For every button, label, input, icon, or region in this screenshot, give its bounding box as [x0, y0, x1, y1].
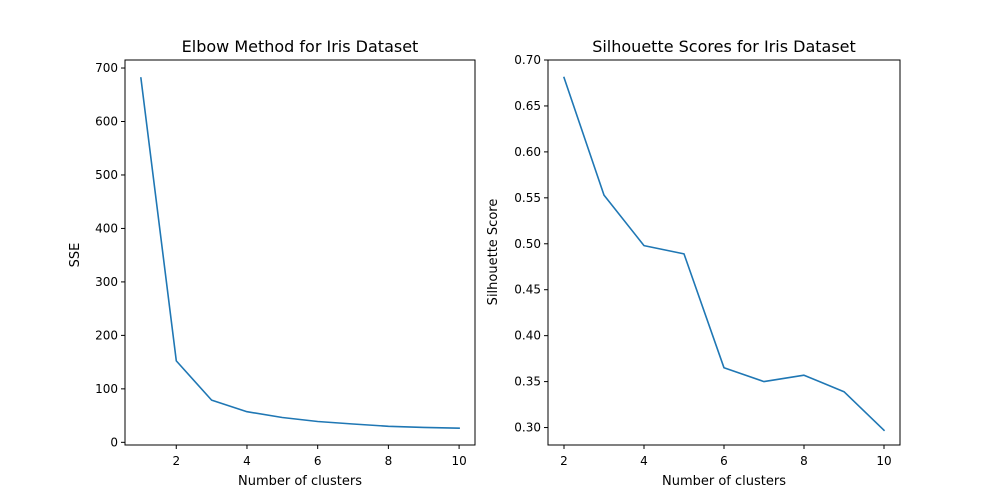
silhouette-x-tick-label: 6 — [720, 454, 728, 468]
silhouette-chart-ylabel: Silhouette Score — [486, 199, 501, 306]
elbow-chart-frame — [124, 59, 476, 446]
silhouette-y-tick-label: 0.35 — [514, 375, 541, 389]
elbow-y-tick-label: 200 — [95, 328, 118, 342]
elbow-series-line — [140, 77, 460, 430]
silhouette-y-tick-label: 0.65 — [514, 99, 541, 113]
elbow-y-tick-label: 700 — [95, 61, 118, 75]
silhouette-series-line — [562, 76, 886, 432]
elbow-y-tick-label: 600 — [95, 114, 118, 128]
silhouette-y-tick-label: 0.60 — [514, 145, 541, 159]
silhouette-x-tick-label: 8 — [800, 454, 808, 468]
elbow-x-tick-label: 6 — [314, 454, 322, 468]
silhouette-y-tick-label: 0.50 — [514, 237, 541, 251]
silhouette-x-tick-label: 2 — [560, 454, 568, 468]
elbow-x-tick-label: 10 — [451, 454, 466, 468]
elbow-chart: Elbow Method for Iris Dataset Number of … — [68, 37, 476, 489]
silhouette-chart-title: Silhouette Scores for Iris Dataset — [592, 37, 856, 56]
elbow-x-tick-label: 4 — [243, 454, 251, 468]
silhouette-y-tick-label: 0.55 — [514, 191, 541, 205]
elbow-y-tick-label: 400 — [95, 221, 118, 235]
elbow-chart-ylabel: SSE — [68, 243, 83, 268]
silhouette-chart: Silhouette Scores for Iris Dataset Numbe… — [486, 37, 901, 489]
elbow-x-tick-label: 2 — [172, 454, 180, 468]
silhouette-y-tick-label: 0.30 — [514, 421, 541, 435]
silhouette-y-tick-label: 0.70 — [514, 53, 541, 67]
silhouette-chart-marks: 2 4 6 8 10 0.30 0.35 0.40 0.45 0.50 0.55 0.60 0.65 0.… — [514, 53, 891, 468]
elbow-x-tick-label: 8 — [385, 454, 393, 468]
silhouette-x-tick-label: 10 — [876, 454, 891, 468]
elbow-y-tick-label: 300 — [95, 275, 118, 289]
silhouette-y-tick-label: 0.40 — [514, 329, 541, 343]
silhouette-chart-frame — [547, 59, 901, 446]
elbow-y-tick-label: 500 — [95, 168, 118, 182]
silhouette-x-tick-label: 4 — [640, 454, 648, 468]
elbow-chart-title: Elbow Method for Iris Dataset — [182, 37, 419, 56]
elbow-chart-xlabel: Number of clusters — [238, 474, 362, 489]
silhouette-chart-xlabel: Number of clusters — [662, 474, 786, 489]
silhouette-y-tick-label: 0.45 — [514, 283, 541, 297]
elbow-y-tick-label: 100 — [95, 382, 118, 396]
elbow-y-tick-label: 0 — [110, 435, 118, 449]
